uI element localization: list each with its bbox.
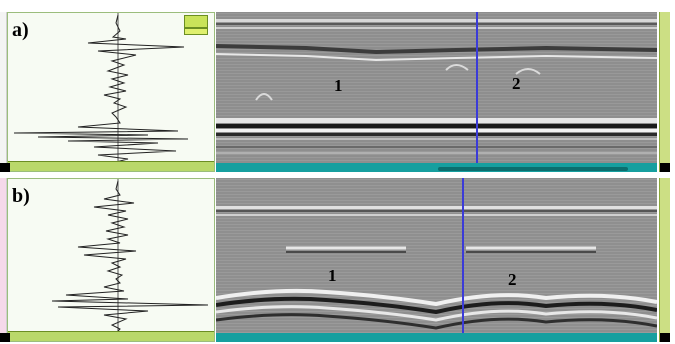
bscan-image: 1 2 <box>216 178 657 342</box>
reflection-label-1: 1 <box>334 76 343 95</box>
panel-a: a) 1 <box>0 12 675 172</box>
right-depth-ruler <box>659 178 670 342</box>
reflection-label-1: 1 <box>328 266 337 285</box>
reflection-label-2: 2 <box>512 74 521 93</box>
position-cursor[interactable] <box>476 12 478 172</box>
left-depth-ruler <box>0 12 7 172</box>
reflection-label-2: 2 <box>508 270 517 289</box>
ascan-waveform <box>13 13 189 164</box>
amplitude-scale-bar <box>8 161 214 171</box>
corner-marker-left <box>0 333 10 342</box>
corner-marker-right <box>660 163 670 172</box>
right-depth-ruler <box>659 12 670 172</box>
ascan-plot: a) <box>7 12 215 172</box>
corner-marker-right <box>660 333 670 342</box>
corner-marker-left <box>0 163 10 172</box>
panel-label: a) <box>12 19 29 41</box>
gain-indicator[interactable] <box>184 15 208 28</box>
distance-axis <box>216 333 657 342</box>
ascan-waveform <box>51 179 209 334</box>
bscan-radargram <box>216 12 657 172</box>
ascan-plot: b) <box>7 178 215 342</box>
horizontal-scrollbar[interactable] <box>438 167 628 171</box>
amplitude-scale-bar <box>8 331 214 341</box>
panel-label: b) <box>12 185 30 207</box>
distance-axis <box>216 163 657 172</box>
gate-indicator[interactable] <box>184 28 208 35</box>
left-depth-ruler <box>0 178 7 342</box>
panel-b: b) 1 2 <box>0 178 675 342</box>
bscan-radargram <box>216 178 657 342</box>
bscan-image: 1 2 <box>216 12 657 172</box>
position-cursor[interactable] <box>462 178 464 342</box>
